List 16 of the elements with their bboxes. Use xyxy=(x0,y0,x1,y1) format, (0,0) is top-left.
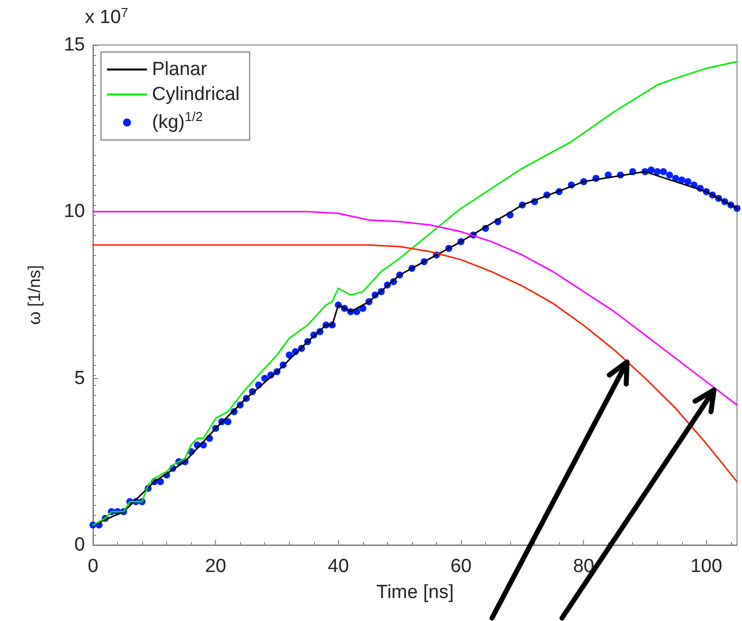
legend-label: Cylindrical xyxy=(152,84,240,105)
y-axis-title: ω [1/ns] xyxy=(25,265,44,325)
x-axis-title: Time [ns] xyxy=(376,582,454,603)
line-series xyxy=(92,244,738,482)
x-tick-label: 100 xyxy=(690,556,722,577)
line-series xyxy=(92,210,738,406)
x-tick-label: 0 xyxy=(88,556,98,577)
y-tick-label: 0 xyxy=(74,534,85,556)
y-tick-label: 5 xyxy=(74,368,85,389)
x-tick-label: 20 xyxy=(205,556,226,577)
legend-label: Planar xyxy=(152,59,208,80)
x-tick-label: 60 xyxy=(450,556,472,577)
y-tick-label: 15 xyxy=(64,34,85,56)
y-tick-label: 10 xyxy=(64,201,85,222)
x-tick-label: 40 xyxy=(328,556,349,577)
x-tick-label: 80 xyxy=(573,556,594,577)
